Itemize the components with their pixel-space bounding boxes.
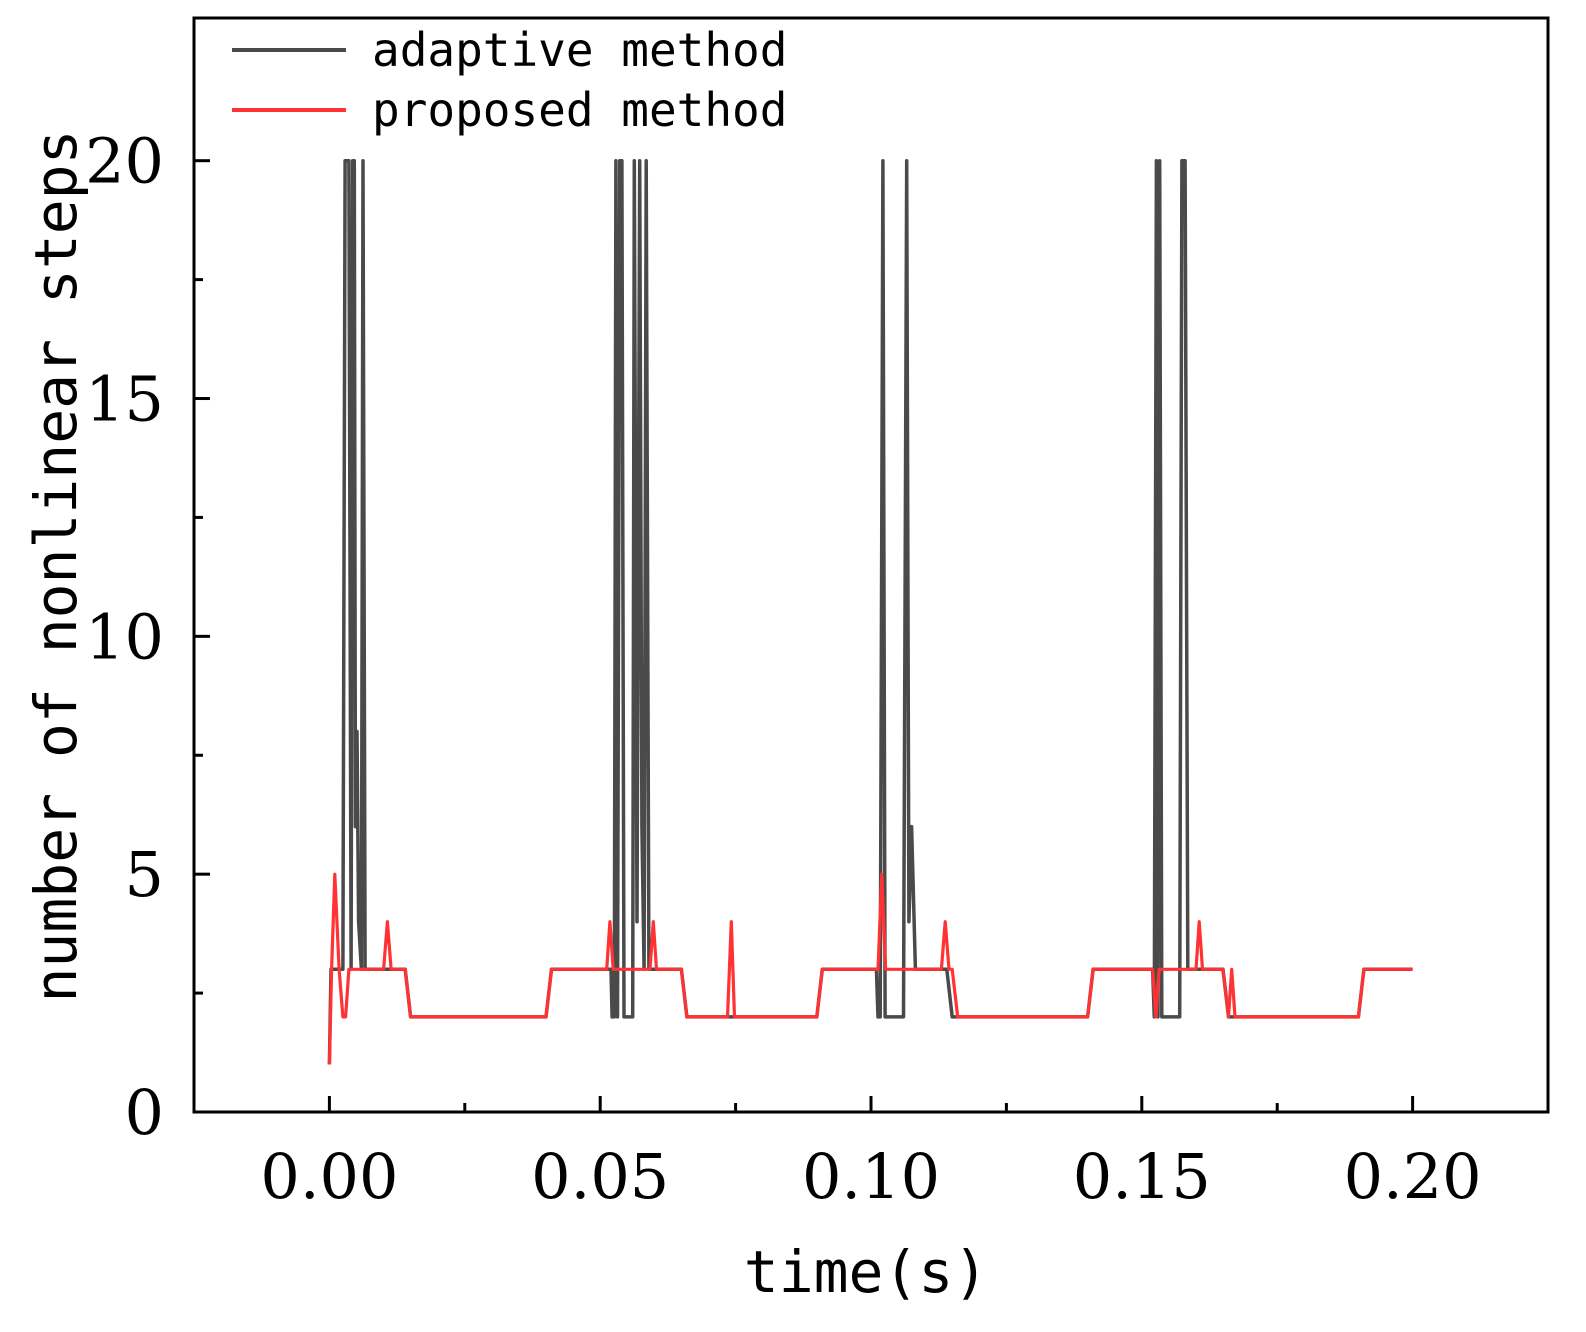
y-tick-label: 10 (85, 600, 164, 673)
legend-label-proposed-method: proposed method (372, 83, 787, 137)
x-tick-label: 0.00 (260, 1140, 398, 1213)
legend-label-adaptive-method: adaptive method (372, 23, 787, 77)
y-tick-label: 20 (85, 125, 164, 198)
plot-frame (192, 16, 1550, 1114)
legend: adaptive method proposed method (232, 23, 787, 137)
tick-layer: 0.00 0.05 0.10 0.15 0.20 0 5 10 15 20 (85, 125, 1482, 1213)
y-tick-label: 5 (125, 838, 164, 911)
y-axis-title: number of nonlinear steps (22, 130, 90, 1003)
series-line-proposed-method (327, 872, 1413, 1065)
series-line-adaptive-method (327, 158, 1413, 1065)
x-tick-label: 0.15 (1073, 1140, 1211, 1213)
y-tick-label: 15 (85, 363, 164, 436)
y-tick-label: 0 (125, 1076, 164, 1149)
x-tick-label: 0.05 (531, 1140, 669, 1213)
x-axis-title: time(s) (744, 1238, 988, 1306)
x-tick-label: 0.10 (802, 1140, 940, 1213)
x-tick-label: 0.20 (1344, 1140, 1482, 1213)
series-layer (327, 158, 1413, 1065)
